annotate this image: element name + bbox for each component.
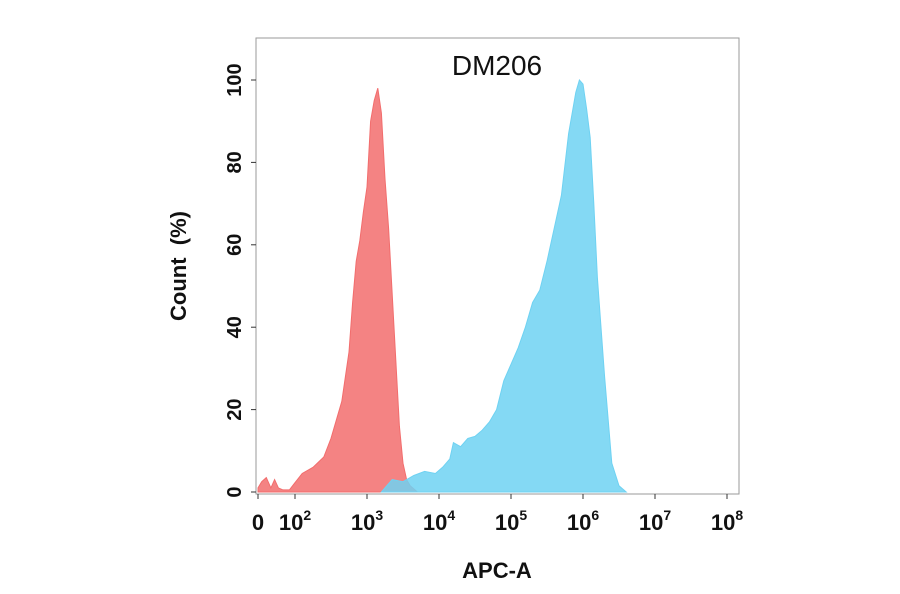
y-axis-label: Count (%) — [166, 211, 191, 321]
y-tick-label: 100 — [224, 63, 246, 96]
x-tick-label: 105 — [495, 507, 527, 535]
x-tick-label: 107 — [639, 507, 671, 535]
x-tick-label: 108 — [711, 507, 743, 535]
chart-title: DM206 — [452, 50, 542, 81]
y-tick-label: 80 — [224, 151, 246, 173]
y-tick-label: 40 — [224, 316, 246, 338]
y-tick-label: 60 — [224, 234, 246, 256]
x-tick-label: 0 — [252, 510, 264, 535]
x-tick-label: 102 — [279, 507, 311, 535]
y-tick-label: 0 — [224, 486, 246, 497]
x-tick-label: 106 — [567, 507, 599, 535]
y-axis-ticks: 0 20 40 60 80 100 — [224, 63, 256, 498]
series-layer — [257, 78, 628, 493]
histogram-series-1 — [257, 88, 419, 493]
x-axis-ticks: 0 102 103 104 105 106 107 108 — [252, 494, 743, 535]
histogram-series-2 — [380, 78, 628, 493]
x-tick-label: 103 — [351, 507, 383, 535]
x-axis-label: APC-A — [462, 558, 532, 583]
x-tick-label: 104 — [423, 507, 455, 535]
y-tick-label: 20 — [224, 398, 246, 420]
